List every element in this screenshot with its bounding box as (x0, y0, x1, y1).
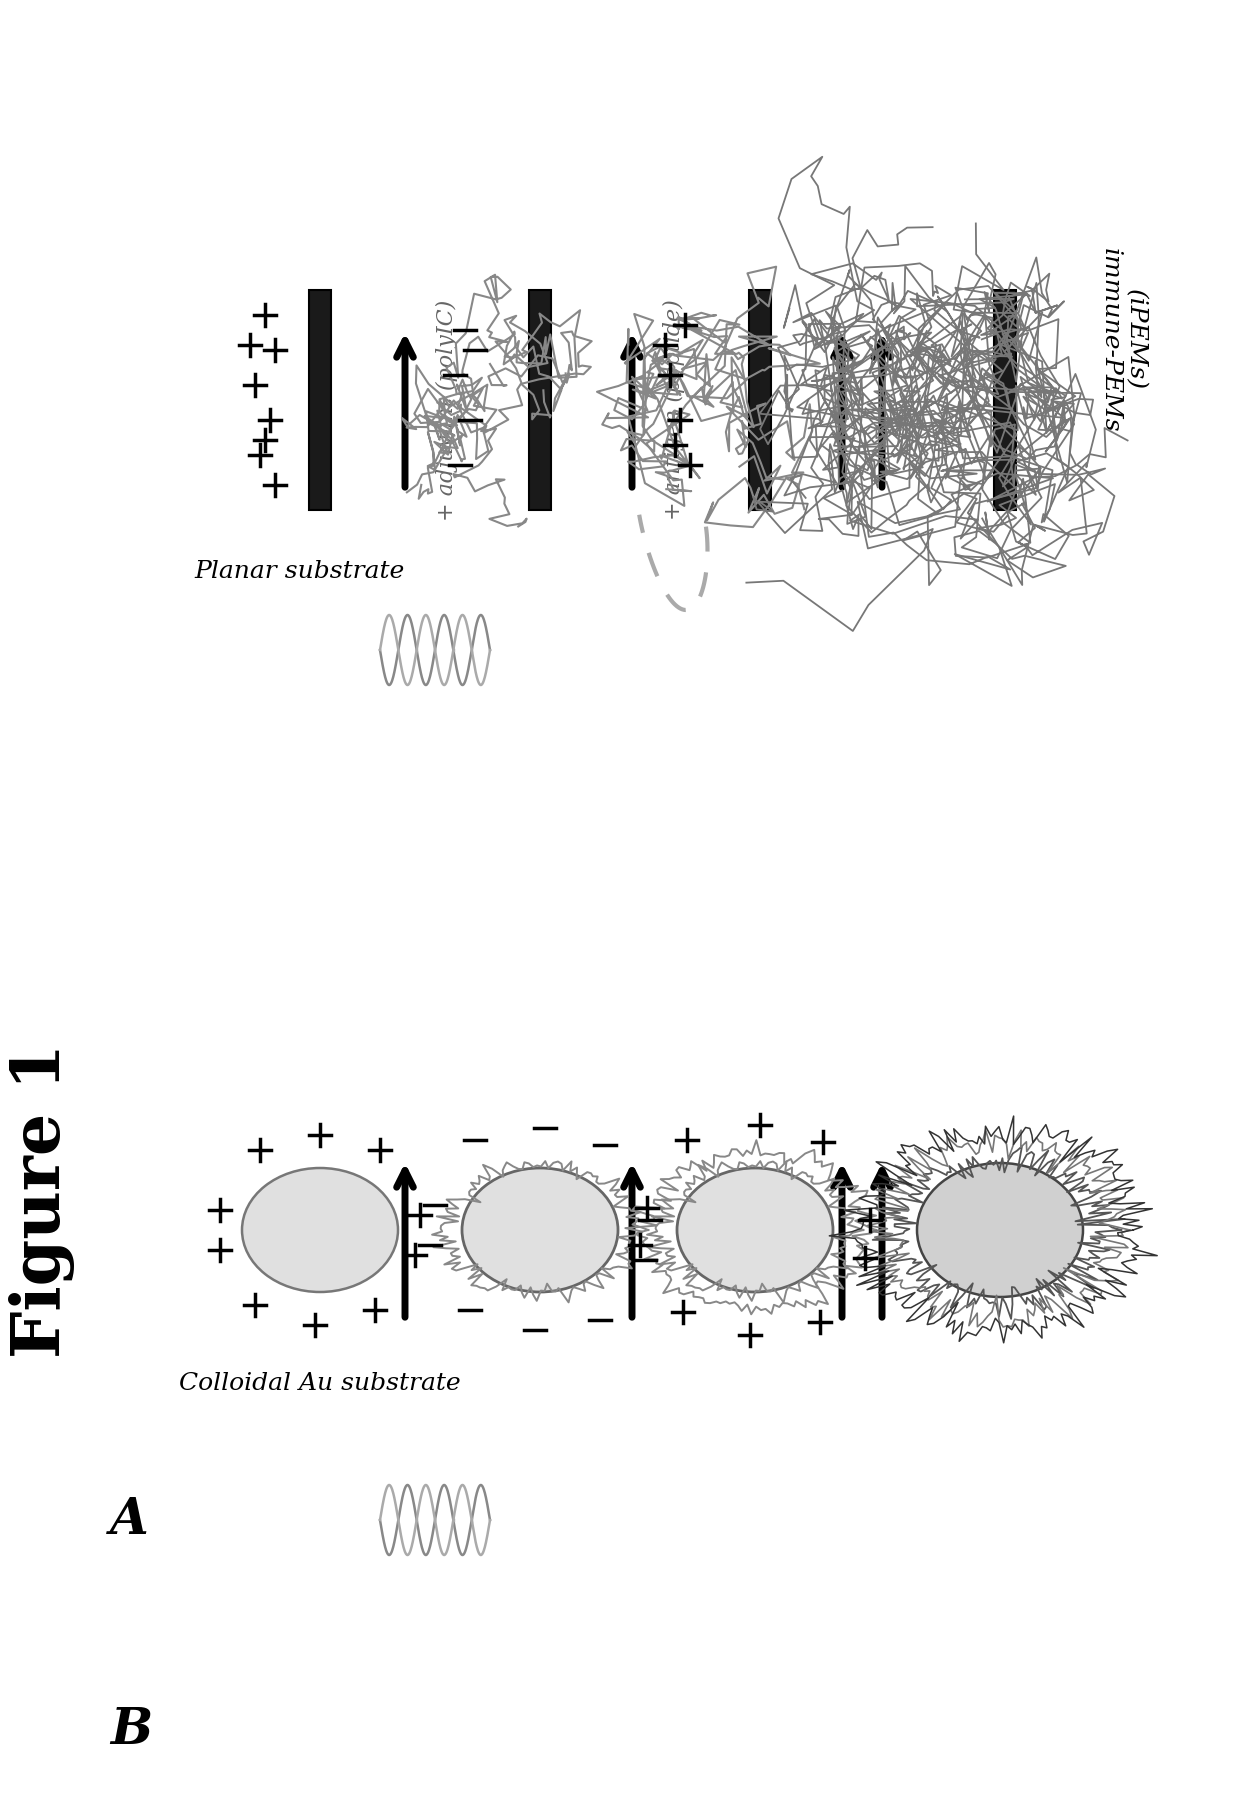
Text: + antigen (peptide): + antigen (peptide) (663, 299, 684, 521)
Bar (529, 290, 551, 510)
Text: B: B (110, 1705, 153, 1754)
Bar (309, 290, 331, 510)
Ellipse shape (463, 1168, 618, 1292)
Text: Figure 1: Figure 1 (9, 1043, 74, 1357)
Text: immune-PEMs: immune-PEMs (1099, 249, 1121, 432)
Ellipse shape (918, 1163, 1083, 1297)
Bar (994, 290, 1016, 510)
Bar (749, 290, 771, 510)
Text: A: A (110, 1495, 149, 1544)
Ellipse shape (677, 1168, 833, 1292)
Text: (iPEMs): (iPEMs) (1123, 290, 1147, 390)
Text: Planar substrate: Planar substrate (195, 561, 405, 582)
Text: + adjuvant (polyIC): + adjuvant (polyIC) (436, 299, 458, 521)
Ellipse shape (242, 1168, 398, 1292)
Text: Colloidal Au substrate: Colloidal Au substrate (180, 1371, 461, 1395)
